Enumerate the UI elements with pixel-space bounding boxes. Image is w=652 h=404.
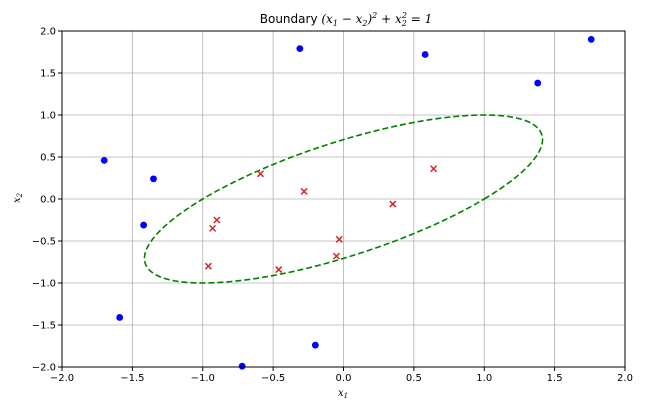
data-point-cross-stroke (256, 170, 264, 178)
data-point-circle (100, 156, 108, 164)
data-point-circle (587, 36, 595, 43)
data-point-cross (209, 224, 217, 232)
x-tick-label: 0.0 (336, 373, 352, 384)
data-point-cross-stroke (300, 187, 308, 195)
data-point-circle (150, 175, 157, 183)
x-tick-label: 1.5 (547, 373, 563, 384)
data-point-cross (256, 170, 264, 178)
data-point-cross-stroke (213, 216, 221, 224)
data-point-cross (300, 187, 308, 195)
x-axis-ticks: −2.0 −1.5 −1.0 −0.5 0.0 0.5 1.0 1.5 2.0 (50, 367, 633, 384)
data-point-cross-stroke (275, 266, 283, 274)
y-tick-label: 1.0 (40, 111, 56, 122)
x-tick-label: 0.5 (406, 373, 422, 384)
y-tick-label: 0.0 (40, 195, 56, 206)
y-tick-label: 1.5 (40, 69, 56, 80)
data-point-circle (140, 221, 148, 229)
y-tick-label: −1.5 (32, 321, 56, 332)
data-point-cross (430, 165, 438, 173)
data-point-cross-stroke (209, 224, 217, 232)
y-axis-label: x2 (12, 192, 24, 203)
data-point-cross (213, 216, 221, 224)
x-axis-label: x1 (338, 388, 348, 400)
data-point-circle (238, 362, 246, 370)
y-axis-ticks: −2.0 −1.5 −1.0 −0.5 0.0 0.5 1.0 1.5 2.0 (32, 27, 62, 374)
data-point-circle (296, 45, 304, 53)
decision-boundary (143, 114, 544, 284)
x-tick-label: 2.0 (617, 373, 633, 384)
data-point-cross-stroke (332, 252, 340, 260)
data-point-cross (275, 266, 283, 274)
data-point-circle (116, 314, 124, 321)
y-tick-label: 0.5 (40, 153, 56, 164)
data-point-cross (332, 252, 340, 260)
x-tick-label: −1.5 (120, 373, 144, 384)
data-points (100, 36, 595, 370)
data-point-circle (534, 79, 542, 87)
y-tick-label: 2.0 (40, 27, 56, 38)
x-tick-label: −2.0 (50, 373, 74, 384)
x-tick-label: −0.5 (261, 373, 285, 384)
data-point-cross-stroke (335, 235, 343, 243)
data-point-cross (389, 200, 397, 208)
data-point-circle (421, 51, 429, 58)
boundary-curve (143, 114, 544, 284)
data-point-cross (204, 262, 212, 270)
y-tick-label: −0.5 (32, 237, 56, 248)
data-point-cross (335, 235, 343, 243)
x-tick-label: 1.0 (476, 373, 492, 384)
data-point-cross-stroke (430, 165, 438, 173)
chart-title: Boundary (x1 − x2)2 + x22 = 1 (260, 11, 433, 28)
data-point-circle (311, 341, 319, 349)
y-tick-label: −2.0 (32, 363, 56, 374)
data-point-cross-stroke (389, 200, 397, 208)
data-point-cross-stroke (204, 262, 212, 270)
x-tick-label: −1.0 (191, 373, 215, 384)
y-tick-label: −1.0 (32, 279, 56, 290)
